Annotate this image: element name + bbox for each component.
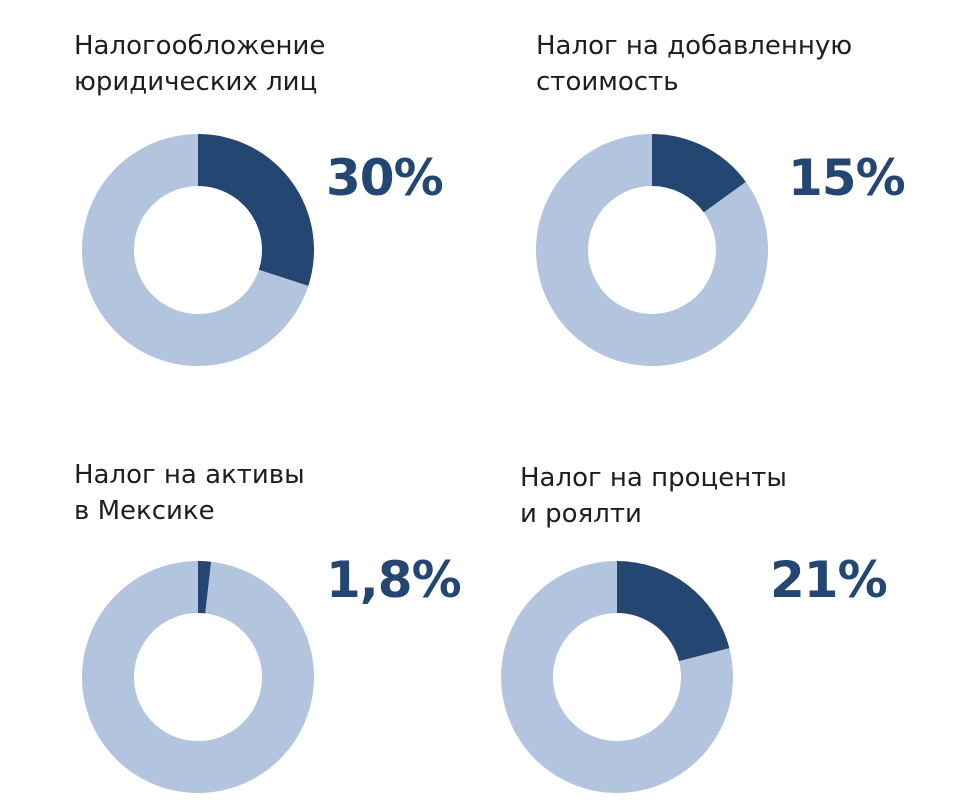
donut-chart bbox=[81, 134, 314, 366]
donut-slice-remainder bbox=[536, 134, 768, 366]
chart-title-line-2: и роялти bbox=[520, 499, 642, 529]
percentage-label: 30% bbox=[326, 149, 444, 207]
percentage-label: 15% bbox=[788, 149, 906, 207]
donut-slice-remainder bbox=[82, 561, 314, 793]
chart-title-line-1: Налог на добавленную bbox=[536, 31, 853, 61]
chart-title: Налог на проценты и роялти bbox=[520, 460, 787, 532]
donut-slice-value bbox=[617, 561, 730, 662]
chart-title-line-2: стоимость bbox=[536, 67, 679, 97]
chart-title: Налог на добавленную стоимость bbox=[536, 28, 852, 100]
chart-title-line-1: Налог на проценты bbox=[520, 463, 787, 493]
chart-title: Налогообложение юридических лиц bbox=[74, 28, 325, 100]
donut-slice-remainder bbox=[81, 134, 309, 366]
chart-title-line-2: юридических лиц bbox=[74, 67, 318, 97]
donut-chart bbox=[536, 134, 768, 366]
chart-title-line-1: Налогообложение bbox=[74, 31, 326, 61]
chart-title: Налог на активы в Мексике bbox=[74, 457, 305, 529]
percentage-label: 21% bbox=[770, 551, 888, 609]
percentage-label: 1,8% bbox=[326, 551, 462, 609]
donut-slice-value bbox=[198, 134, 314, 286]
donut-chart bbox=[501, 561, 733, 793]
chart-title-line-2: в Мексике bbox=[74, 496, 215, 526]
donut-chart bbox=[82, 561, 314, 793]
chart-title-line-1: Налог на активы bbox=[74, 460, 305, 490]
donut-slice-remainder bbox=[501, 561, 733, 793]
donut-slice-value bbox=[198, 561, 212, 614]
donut-slice-value bbox=[652, 134, 746, 213]
